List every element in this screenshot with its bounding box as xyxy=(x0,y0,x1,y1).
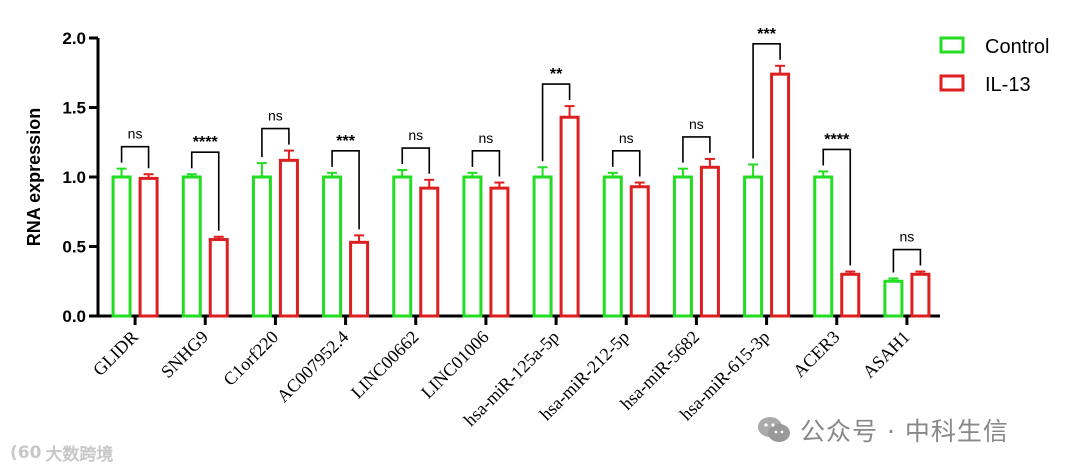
y-tick-label: 0.0 xyxy=(62,307,86,326)
watermark-left-logo: (60 xyxy=(10,442,42,463)
bar xyxy=(699,165,720,318)
bar xyxy=(883,279,904,318)
bar xyxy=(743,175,764,318)
bar xyxy=(672,175,693,318)
significance-label: ns xyxy=(128,126,143,142)
bar xyxy=(111,175,132,318)
significance-bracket xyxy=(331,150,360,230)
category-label: LINC01006 xyxy=(417,327,493,403)
bar xyxy=(322,175,343,318)
significance-bracket xyxy=(261,127,290,158)
significance-label: ns xyxy=(900,229,915,245)
bar xyxy=(208,238,229,318)
bar xyxy=(840,272,861,318)
significance-label: ns xyxy=(479,130,494,146)
watermark-wechat: 公众号 · 中科生信 xyxy=(756,412,1009,448)
category-label: ACER3 xyxy=(789,327,843,381)
significance-bracket xyxy=(892,248,922,273)
category-label: LINC00662 xyxy=(347,327,423,403)
legend: Control IL-13 xyxy=(939,36,1049,96)
bar xyxy=(813,175,834,318)
bar xyxy=(278,158,299,318)
significance-label: ns xyxy=(619,130,634,146)
significance-label: **** xyxy=(824,131,850,148)
bar xyxy=(462,175,483,318)
significance-label: ** xyxy=(550,66,563,83)
bar xyxy=(559,115,580,318)
significance-bracket xyxy=(752,42,781,159)
significance-bracket xyxy=(471,150,501,177)
y-axis-label: RNA expression xyxy=(24,108,44,246)
bar xyxy=(532,175,553,318)
category-label: ASAH1 xyxy=(859,327,914,382)
category-label: AC007952.4 xyxy=(273,327,353,407)
watermark-left-text: 大数跨境 xyxy=(45,445,114,465)
significance-label: **** xyxy=(193,134,219,151)
category-label: SNHG9 xyxy=(157,327,212,382)
y-tick-label: 1.0 xyxy=(62,168,86,187)
legend-swatch-control xyxy=(939,36,965,54)
bar xyxy=(251,175,272,318)
axes: 0.0 0.5 1.0 1.5 2.0 xyxy=(62,29,940,326)
significance-label: ns xyxy=(689,116,704,132)
bar xyxy=(770,72,791,318)
bar xyxy=(419,186,440,318)
significance-bracket xyxy=(822,148,852,266)
bar xyxy=(489,186,510,318)
significance-label: ns xyxy=(408,127,423,143)
category-label: C1orf220 xyxy=(219,327,282,390)
legend-label-il13: IL-13 xyxy=(985,74,1031,96)
bar xyxy=(629,185,650,318)
wechat-icon xyxy=(758,417,790,442)
significance-bracket xyxy=(682,136,711,163)
bar xyxy=(602,175,623,318)
significance-bracket xyxy=(190,151,220,231)
bar xyxy=(138,176,159,318)
bar xyxy=(910,272,931,318)
y-tick-label: 2.0 xyxy=(62,29,86,48)
watermark-left: (60 大数跨境 xyxy=(10,440,114,466)
bars xyxy=(111,64,931,318)
significance-bracket xyxy=(611,150,641,177)
significance-label: *** xyxy=(757,26,776,43)
significance-bracket xyxy=(120,145,150,169)
significance-label: *** xyxy=(336,133,355,150)
legend-label-control: Control xyxy=(985,36,1049,58)
bar xyxy=(392,175,413,318)
legend-swatch-il13 xyxy=(939,74,965,92)
significance-label: ns xyxy=(268,108,283,124)
y-tick-label: 0.5 xyxy=(62,238,86,257)
significance-bracket xyxy=(401,147,431,174)
watermark-right-text: 公众号 · 中科生信 xyxy=(800,417,1009,446)
category-label: GLIDR xyxy=(89,327,142,380)
y-tick-label: 1.5 xyxy=(62,99,86,118)
bar xyxy=(181,175,202,318)
bar xyxy=(349,240,370,318)
significance-bracket xyxy=(541,83,571,162)
